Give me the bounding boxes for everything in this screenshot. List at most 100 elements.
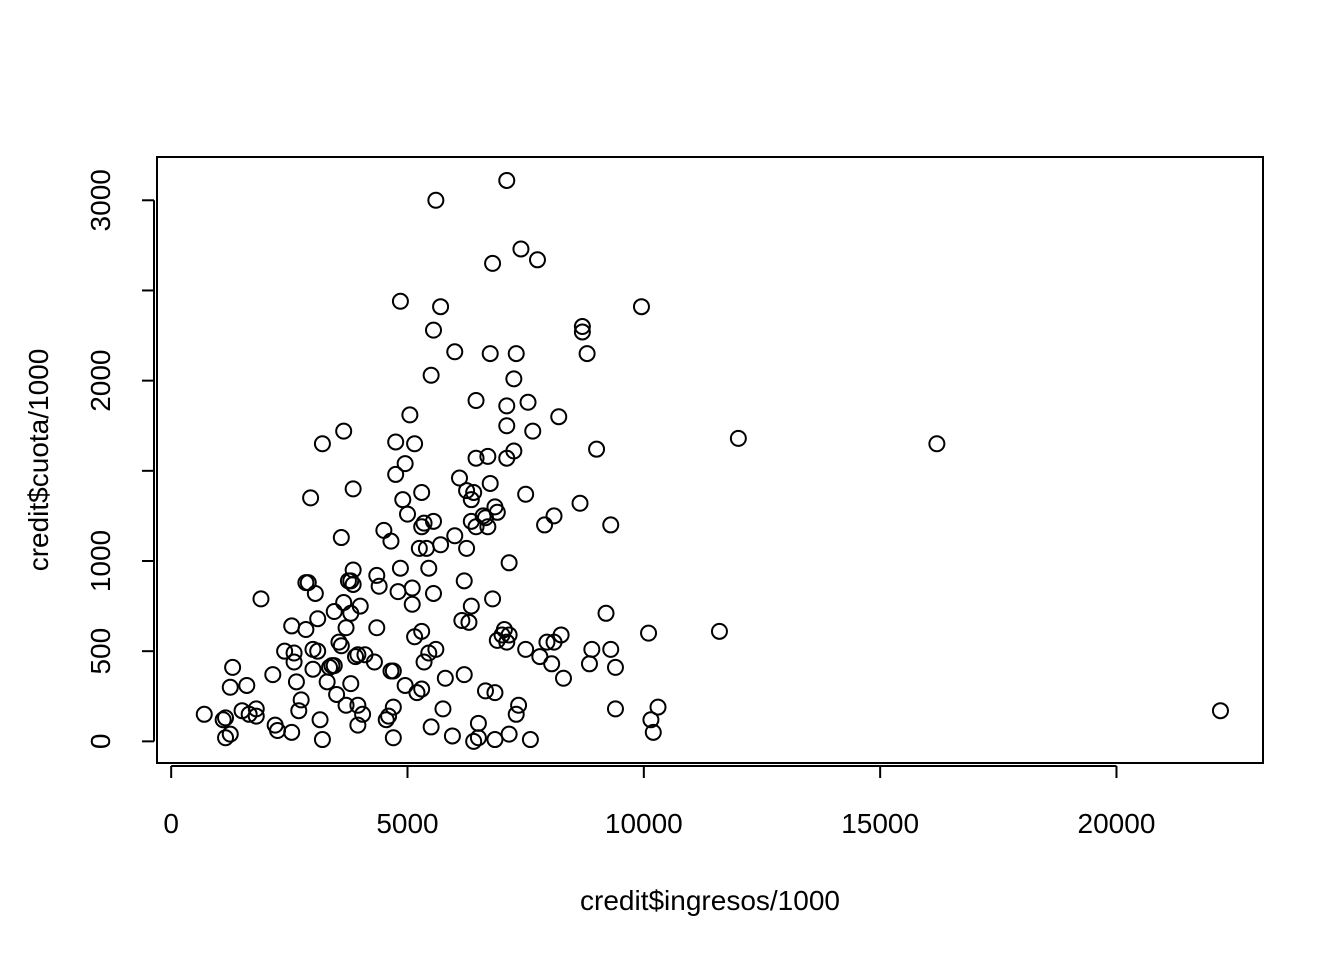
- data-point: [264, 666, 282, 684]
- data-point: [384, 729, 402, 747]
- data-point: [571, 494, 589, 512]
- data-point: [283, 723, 301, 741]
- data-point: [335, 593, 353, 611]
- data-point: [580, 655, 598, 673]
- data-point: [517, 485, 535, 503]
- data-point: [729, 429, 747, 447]
- x-axis: 0 5000 10000 15000 20000: [163, 765, 1155, 839]
- data-point: [543, 655, 561, 673]
- data-point: [413, 483, 431, 501]
- data-point: [642, 711, 660, 729]
- y-tick-label: 1000: [85, 530, 116, 592]
- data-point: [434, 700, 452, 718]
- data-point: [606, 658, 624, 676]
- data-point: [408, 684, 426, 702]
- data-point: [469, 729, 487, 747]
- data-point: [370, 577, 388, 595]
- data-point: [413, 680, 431, 698]
- data-point: [247, 700, 265, 718]
- data-point: [221, 725, 239, 743]
- data-point: [302, 489, 320, 507]
- data-point: [602, 640, 620, 658]
- data-point: [606, 700, 624, 718]
- data-point: [453, 612, 471, 630]
- data-point: [495, 621, 513, 639]
- data-point: [309, 610, 327, 628]
- data-point: [507, 345, 525, 363]
- data-point: [519, 393, 537, 411]
- data-point: [517, 640, 535, 658]
- data-point: [476, 682, 494, 700]
- data-point: [500, 626, 518, 644]
- data-point: [325, 603, 343, 620]
- data-point: [406, 435, 424, 453]
- data-point: [465, 483, 483, 501]
- data-point: [283, 617, 301, 635]
- data-point: [446, 343, 464, 361]
- data-point: [443, 727, 461, 745]
- data-point: [467, 449, 485, 467]
- data-point: [387, 465, 405, 483]
- data-point: [221, 678, 239, 696]
- data-point: [425, 584, 442, 602]
- data-point: [632, 298, 650, 316]
- data-point: [583, 640, 601, 658]
- y-tick-label: 500: [85, 628, 116, 675]
- data-point: [446, 527, 464, 545]
- data-point: [337, 696, 355, 714]
- data-point: [486, 731, 504, 749]
- data-point: [602, 516, 620, 534]
- data-point: [396, 455, 414, 473]
- data-point: [588, 440, 606, 458]
- data-point: [365, 653, 383, 671]
- data-point: [545, 507, 563, 525]
- data-point: [344, 480, 362, 498]
- data-point: [368, 619, 386, 637]
- data-point: [500, 725, 518, 743]
- data-point: [458, 539, 476, 557]
- data-point: [332, 529, 350, 547]
- data-point: [328, 685, 346, 703]
- x-tick-label: 0: [163, 808, 179, 839]
- y-tick-label: 3000: [85, 169, 116, 231]
- data-point: [425, 321, 442, 339]
- data-point: [403, 595, 421, 613]
- data-point: [375, 521, 393, 539]
- data-point: [415, 653, 433, 671]
- data-point: [401, 406, 419, 424]
- data-point: [427, 191, 445, 209]
- data-point: [351, 597, 369, 615]
- data-point: [538, 633, 556, 651]
- y-axis-title: credit$cuota/1000: [23, 349, 54, 572]
- data-point: [505, 442, 523, 460]
- data-point: [306, 584, 324, 602]
- data-point: [290, 702, 308, 720]
- data-point: [224, 658, 242, 676]
- data-point: [313, 435, 331, 453]
- data-point: [285, 653, 303, 671]
- plot-frame: [156, 156, 1264, 764]
- data-point: [309, 642, 327, 660]
- data-point: [292, 691, 310, 709]
- data-point: [500, 554, 518, 572]
- data-point: [337, 619, 355, 637]
- y-tick-label: 2000: [85, 349, 116, 411]
- data-point: [311, 711, 329, 729]
- data-point: [649, 698, 667, 716]
- data-point: [484, 590, 502, 608]
- data-point: [450, 469, 468, 487]
- data-point: [354, 705, 372, 723]
- data-point: [498, 633, 516, 651]
- data-point: [247, 707, 265, 725]
- data-point: [276, 642, 294, 660]
- data-point: [384, 698, 402, 716]
- data-point: [349, 646, 367, 664]
- data-point: [455, 666, 473, 684]
- data-point: [479, 518, 497, 536]
- data-point: [465, 732, 483, 750]
- data-point: [458, 482, 476, 500]
- data-point: [415, 514, 433, 532]
- data-point: [498, 397, 516, 415]
- y-tick-label: 0: [85, 734, 116, 750]
